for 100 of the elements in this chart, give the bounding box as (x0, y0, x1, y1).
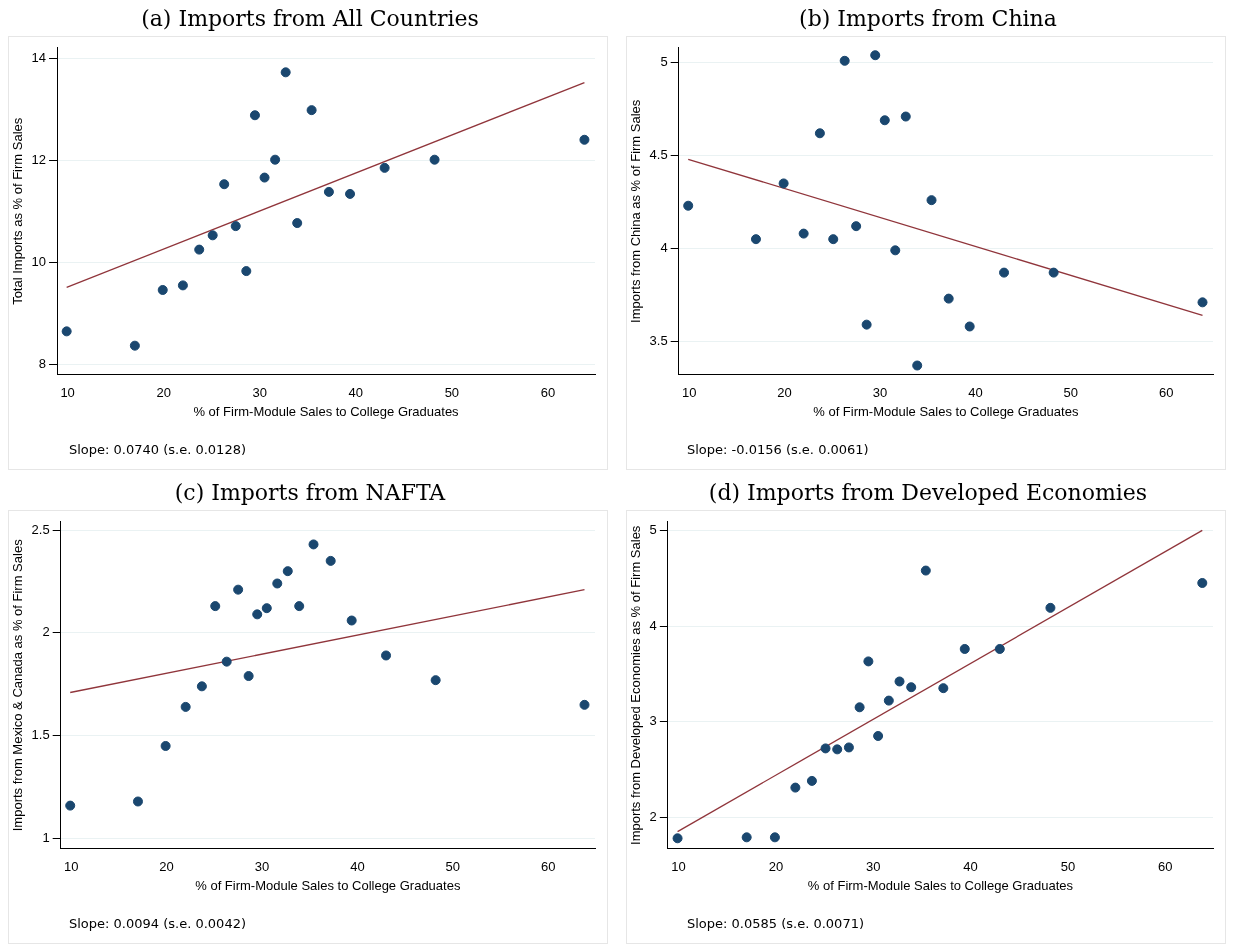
y-tick-label: 12 (31, 151, 47, 167)
y-axis-title: Imports from China as % of Firm Sales (628, 99, 644, 323)
y-tick-label: 5 (660, 54, 668, 70)
point (920, 565, 931, 576)
point (790, 782, 801, 793)
point (820, 743, 831, 754)
point (883, 695, 894, 706)
chart-title: (d) Imports from Developed Economies (707, 479, 1149, 507)
y-axis-title: Imports from Mexico & Canada as % of Firm Sales (10, 538, 26, 832)
point (381, 650, 392, 661)
point (61, 326, 72, 337)
x-tick-label: 50 (445, 859, 461, 875)
point (306, 105, 317, 116)
point (1197, 297, 1208, 308)
x-tick-label: 60 (1158, 859, 1173, 875)
x-tick-label: 60 (541, 859, 556, 875)
point (230, 221, 241, 232)
point (210, 601, 221, 612)
x-axis-title: % of Firm-Module Sales to College Graduates (193, 403, 460, 419)
x-tick-label: 60 (540, 385, 556, 401)
chart-title: (b) Imports from China (798, 5, 1058, 33)
x-tick-label: 20 (156, 385, 171, 401)
point (233, 584, 244, 595)
point (129, 340, 140, 351)
y-tick-label: 1.5 (31, 727, 50, 743)
point (839, 55, 850, 66)
point (261, 603, 272, 614)
point (325, 555, 336, 566)
point (870, 50, 881, 61)
point (346, 615, 357, 626)
y-tick-label: 4 (660, 240, 668, 256)
point (741, 832, 752, 843)
point (814, 128, 825, 139)
x-tick-label: 40 (350, 859, 365, 875)
x-tick-label: 10 (671, 859, 686, 875)
point (854, 702, 865, 713)
x-tick-label: 30 (252, 385, 267, 401)
y-tick-label: 8 (38, 356, 47, 372)
x-tick-label: 40 (963, 859, 978, 875)
x-tick-label: 50 (444, 385, 460, 401)
x-axis-title: % of Firm-Module Sales to College Graduates (807, 877, 1074, 893)
point (938, 683, 949, 694)
point (196, 681, 207, 692)
point (207, 230, 218, 241)
point (219, 179, 230, 190)
point (272, 578, 283, 589)
point (828, 234, 839, 245)
x-tick-label: 50 (1063, 385, 1079, 401)
y-tick-label: 2 (649, 808, 657, 824)
y-tick-label: 4.5 (649, 147, 668, 163)
point (243, 671, 254, 682)
point (851, 221, 862, 232)
point (863, 656, 874, 667)
point (890, 245, 901, 256)
y-tick-label: 3 (649, 713, 657, 729)
point (994, 643, 1005, 654)
point (282, 566, 293, 577)
point (345, 188, 356, 199)
point (132, 796, 143, 807)
x-tick-label: 30 (254, 859, 270, 875)
point (861, 319, 872, 330)
point (900, 111, 911, 122)
x-tick-label: 10 (63, 859, 79, 875)
point (157, 284, 168, 295)
point (323, 186, 334, 197)
point (943, 293, 954, 304)
y-tick-label: 5 (649, 521, 657, 537)
x-tick-label: 60 (1159, 385, 1174, 401)
point (750, 234, 761, 245)
x-axis-title: % of Firm-Module Sales to College Graduates (813, 403, 1079, 419)
point (964, 321, 975, 332)
point (160, 740, 171, 751)
point (180, 701, 191, 712)
point (879, 115, 890, 126)
x-tick-label: 30 (866, 859, 881, 875)
x-tick-label: 20 (777, 385, 792, 401)
point (308, 539, 319, 550)
y-tick-label: 2 (42, 624, 50, 640)
x-tick-label: 40 (348, 385, 364, 401)
point (270, 154, 281, 165)
y-axis-title: Imports from Developed Economies as % of Firm Sales (628, 525, 644, 845)
point (798, 228, 809, 239)
x-tick-label: 10 (60, 385, 75, 401)
point (873, 730, 884, 741)
chart-title: (a) Imports from All Countries (140, 5, 480, 33)
point (177, 280, 188, 291)
point (249, 110, 260, 121)
point (65, 800, 76, 811)
point (926, 195, 937, 206)
point (579, 134, 590, 145)
x-tick-label: 40 (968, 385, 983, 401)
point (906, 682, 917, 693)
point (430, 675, 441, 686)
point (843, 742, 854, 753)
point (778, 178, 789, 189)
x-tick-label: 50 (1060, 859, 1076, 875)
x-axis-title: % of Firm-Module Sales to College Graduates (195, 877, 461, 893)
point (1048, 267, 1059, 278)
point (1045, 602, 1056, 613)
point (292, 218, 303, 229)
